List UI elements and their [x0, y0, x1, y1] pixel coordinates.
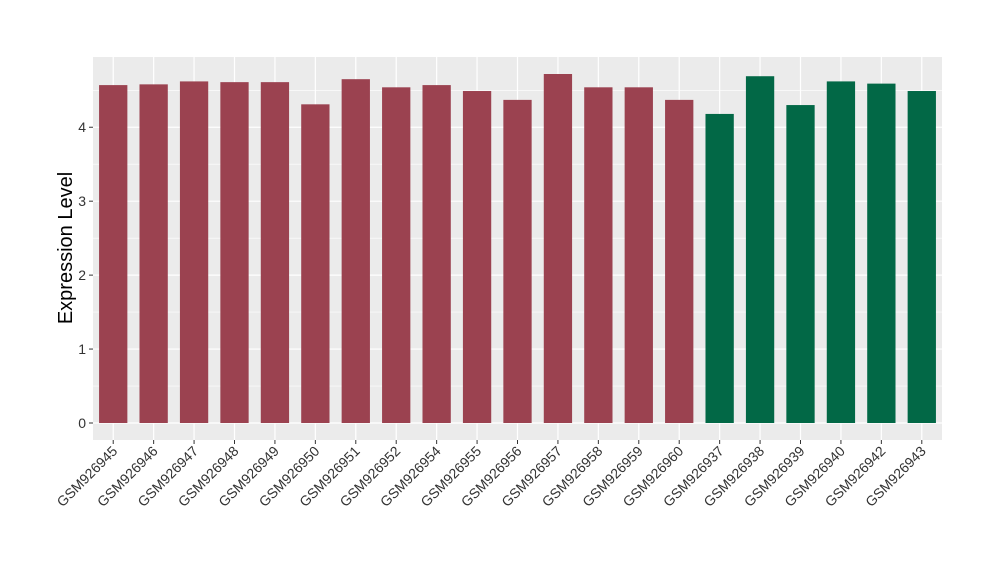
- bar-GSM926952: [382, 87, 411, 423]
- bar-GSM926940: [826, 81, 856, 423]
- bar-GSM926958: [584, 87, 613, 423]
- bar-GSM926950: [301, 104, 330, 423]
- y-tick-label: 0: [78, 415, 86, 431]
- bar-GSM926943: [907, 91, 936, 423]
- bar-GSM926938: [745, 76, 775, 423]
- y-tick-label: 4: [78, 119, 86, 135]
- y-axis-label: Expression Level: [55, 172, 77, 324]
- bar-GSM926945: [99, 85, 128, 423]
- y-tick-label: 3: [78, 193, 86, 209]
- bar-GSM926956: [503, 99, 532, 423]
- bar-GSM926955: [462, 91, 492, 423]
- bar-GSM926947: [179, 81, 209, 423]
- bar-GSM926949: [260, 82, 290, 423]
- x-axis: GSM926945GSM926946GSM926947GSM926948GSM9…: [53, 440, 929, 510]
- bar-GSM926948: [220, 82, 249, 423]
- bar-GSM926954: [422, 85, 451, 423]
- bar-GSM926942: [867, 83, 896, 423]
- bar-GSM926939: [786, 105, 815, 423]
- bar-GSM926957: [543, 74, 573, 423]
- y-axis: 0 1 2 3 4: [78, 119, 93, 431]
- bar-GSM926946: [139, 84, 168, 423]
- y-tick-label: 1: [78, 341, 86, 357]
- bar-GSM926937: [705, 113, 734, 423]
- bar-GSM926959: [624, 87, 653, 423]
- bar-GSM926960: [665, 99, 694, 423]
- bar-GSM926951: [341, 79, 370, 423]
- bars: [99, 74, 936, 423]
- y-tick-label: 2: [78, 267, 86, 283]
